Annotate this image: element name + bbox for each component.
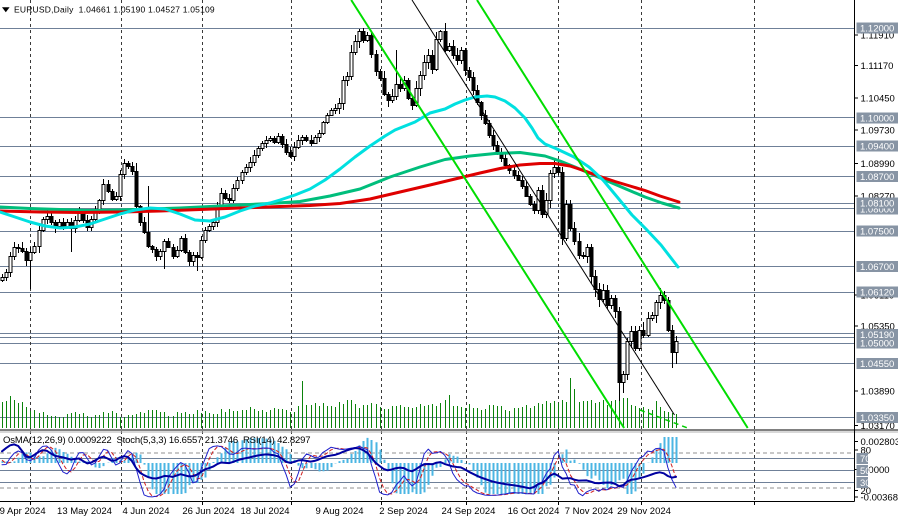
svg-text:1.11170: 1.11170 bbox=[861, 61, 894, 72]
svg-text:29 Nov 2024: 29 Nov 2024 bbox=[617, 506, 671, 517]
svg-text:1.04550: 1.04550 bbox=[860, 359, 894, 370]
svg-text:1.03890: 1.03890 bbox=[861, 387, 895, 398]
svg-text:1.06120: 1.06120 bbox=[860, 288, 894, 299]
svg-text:1.03350: 1.03350 bbox=[860, 413, 894, 424]
svg-text:18 Jul 2024: 18 Jul 2024 bbox=[240, 506, 289, 517]
svg-text:EURUSD,Daily 1.04661 1.05190: EURUSD,Daily 1.04661 1.05190 1.04527 1.0… bbox=[14, 4, 215, 14]
svg-text:30: 30 bbox=[860, 478, 871, 489]
svg-text:16 Oct 2024: 16 Oct 2024 bbox=[508, 506, 560, 517]
svg-text:1.07500: 1.07500 bbox=[860, 227, 894, 238]
svg-text:1.08100: 1.08100 bbox=[860, 199, 894, 210]
svg-text:24 Sep 2024: 24 Sep 2024 bbox=[442, 506, 496, 517]
svg-text:50: 50 bbox=[860, 466, 871, 477]
svg-text:1.08700: 1.08700 bbox=[860, 172, 894, 183]
svg-text:70: 70 bbox=[860, 454, 871, 465]
svg-text:1.09730: 1.09730 bbox=[861, 126, 895, 137]
svg-text:7 Nov 2024: 7 Nov 2024 bbox=[565, 506, 614, 517]
svg-text:13 May 2024: 13 May 2024 bbox=[57, 506, 112, 517]
svg-text:1.12000: 1.12000 bbox=[860, 24, 894, 35]
svg-text:OsMA(12,26,9) 0.0009222 Stoch: OsMA(12,26,9) 0.0009222 Stoch(5,3,3) 16.… bbox=[3, 435, 310, 446]
svg-text:-0.003688: -0.003688 bbox=[861, 493, 898, 504]
svg-text:4 Jun 2024: 4 Jun 2024 bbox=[122, 506, 169, 517]
svg-text:1.06700: 1.06700 bbox=[860, 262, 894, 273]
svg-text:1.10000: 1.10000 bbox=[860, 114, 894, 125]
svg-text:9 Aug 2024: 9 Aug 2024 bbox=[315, 506, 363, 517]
svg-text:1.10450: 1.10450 bbox=[861, 93, 895, 104]
svg-text:2 Sep 2024: 2 Sep 2024 bbox=[379, 506, 428, 517]
svg-text:1.09400: 1.09400 bbox=[860, 142, 894, 153]
svg-text:1.08990: 1.08990 bbox=[861, 159, 895, 170]
svg-text:19 Apr 2024: 19 Apr 2024 bbox=[0, 506, 46, 517]
svg-text:26 Jun 2024: 26 Jun 2024 bbox=[182, 506, 234, 517]
svg-text:1.05190: 1.05190 bbox=[860, 330, 894, 341]
